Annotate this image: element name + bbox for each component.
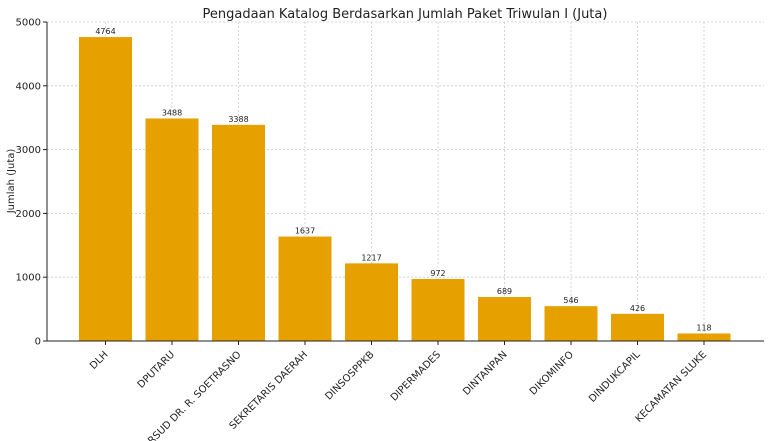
bar bbox=[79, 37, 132, 342]
bar-value-label: 689 bbox=[497, 287, 512, 296]
bar bbox=[611, 313, 664, 341]
y-tick-label: 5000 bbox=[16, 18, 41, 29]
x-tick-label: DINSOSPPKB bbox=[323, 349, 376, 402]
bar-value-label: 3388 bbox=[228, 115, 248, 124]
bar-value-label: 1637 bbox=[295, 227, 315, 236]
x-tick-label: DIKOMINFO bbox=[528, 349, 576, 397]
x-tick-label: DIPERMADES bbox=[389, 349, 443, 403]
bar bbox=[677, 333, 731, 341]
x-tick-label: DINDUKCAPIL bbox=[587, 349, 643, 405]
bar-value-label: 426 bbox=[630, 304, 645, 313]
x-tick-label: DLH bbox=[88, 349, 110, 371]
bar-value-label: 4764 bbox=[95, 27, 115, 36]
x-tick-label: SEKRETARIS DAERAH bbox=[228, 349, 311, 432]
y-axis-label: Jumlah (Juta) bbox=[6, 149, 17, 215]
bar-value-label: 972 bbox=[430, 269, 445, 278]
y-tick-label: 4000 bbox=[16, 81, 41, 92]
bar-value-labels: 4764 3488 3388 1637 1217 972 689 546 426 118 bbox=[95, 27, 711, 332]
bar bbox=[278, 236, 332, 341]
bar-value-label: 118 bbox=[696, 323, 711, 332]
bar bbox=[544, 306, 598, 341]
x-tick-label: KECAMATAN SLUKE bbox=[634, 349, 710, 425]
bar bbox=[145, 118, 199, 341]
bar bbox=[478, 297, 531, 341]
bar-value-label: 1217 bbox=[361, 253, 381, 262]
y-tick-label: 3000 bbox=[16, 145, 41, 156]
bar bbox=[411, 278, 465, 341]
bar-value-label: 3488 bbox=[162, 108, 182, 117]
y-tick-label: 2000 bbox=[16, 209, 41, 220]
y-axis-ticks: 0 1000 2000 3000 4000 5000 bbox=[16, 18, 47, 348]
bar bbox=[212, 124, 265, 341]
bar-value-label: 546 bbox=[563, 296, 578, 305]
chart-title: Pengadaan Katalog Berdasarkan Jumlah Pak… bbox=[203, 7, 608, 22]
x-tick-label: DINTANPAN bbox=[461, 349, 509, 397]
y-tick-label: 0 bbox=[35, 337, 41, 348]
bar bbox=[345, 263, 398, 341]
bars-group bbox=[79, 37, 731, 342]
y-tick-label: 1000 bbox=[16, 273, 41, 284]
x-tick-label: DPUTARU bbox=[136, 349, 177, 390]
